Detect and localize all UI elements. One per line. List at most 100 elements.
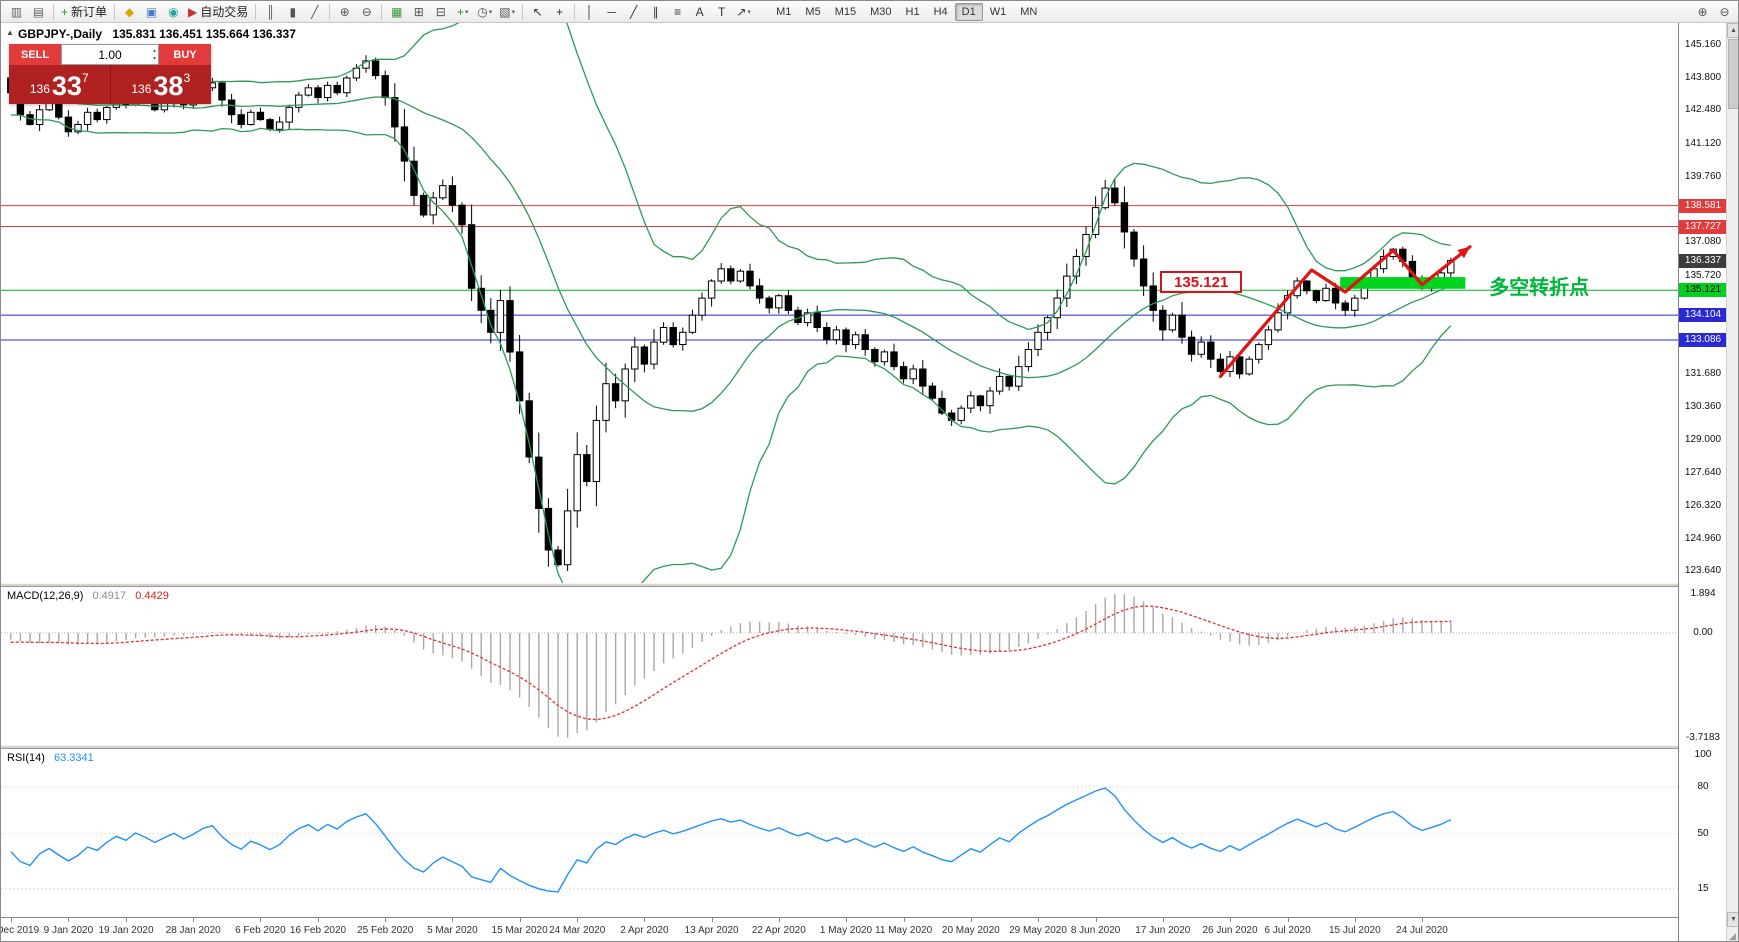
vertical-scrollbar[interactable]: ▲ ▼ ◢ — [1726, 23, 1738, 941]
date-label: 6 Jul 2020 — [1264, 925, 1311, 936]
crosshair-tool-icon: + — [556, 4, 564, 19]
date-tick — [1287, 918, 1289, 922]
timeframe-w1-button[interactable]: W1 — [989, 5, 1007, 18]
date-tick — [711, 918, 713, 922]
metaeditor-button[interactable]: ◆ — [119, 2, 140, 21]
new-chart-icon: ▥ — [10, 4, 23, 19]
turning-point-note[interactable]: 多空转折点 — [1489, 276, 1590, 299]
toolbar-separator — [522, 3, 524, 20]
profiles-button[interactable]: ▤ — [28, 2, 49, 21]
timeframe-bar: M1 M5 M15 M30 H1 H4 D1 W1 MN — [769, 2, 1044, 21]
volume-spinner[interactable]: ▴ ▾ — [153, 47, 156, 63]
cursor-tool-icon: ↖ — [532, 4, 543, 19]
date-label: 5 Mar 2020 — [427, 925, 478, 936]
buy-button[interactable]: BUY — [159, 44, 211, 65]
strategy-tester-icon: ◉ — [168, 4, 179, 19]
line-chart-mode-icon: ╱ — [311, 4, 319, 19]
price-axis[interactable]: 145.160 143.800 142.480 141.120 139.760 137.0… — [1678, 23, 1727, 941]
shapes-tool-button[interactable]: ↗ ▾ — [733, 2, 754, 21]
autotrading-button[interactable]: ▶ 自动交易 — [185, 2, 251, 21]
price-axis-label: 135.720 — [1684, 269, 1722, 281]
text-tool-button[interactable]: A — [689, 2, 710, 21]
date-label: 2 Apr 2020 — [620, 925, 669, 936]
macd-pane[interactable]: MACD(12,26,9) 0.4917 0.4429 — [1, 587, 1678, 745]
templates-button[interactable]: ▧ ▾ — [496, 2, 518, 21]
timeframe-m30-button[interactable]: M30 — [870, 5, 892, 18]
candlestick-mode-button[interactable]: ▮ — [282, 2, 303, 21]
date-tick — [903, 918, 905, 922]
fibonacci-tool-button[interactable]: ≡ — [667, 2, 688, 21]
chart-pane[interactable]: ▲ GBPJPY-,Daily 135.831 136.451 135.664 … — [1, 23, 1678, 583]
price-axis-label: 0.00 — [1693, 626, 1713, 638]
price-axis-label: 145.160 — [1684, 38, 1722, 50]
timeframe-m15-button[interactable]: M15 — [834, 5, 857, 18]
volume-input[interactable]: 1.00 ▴ ▾ — [61, 44, 159, 65]
price-callout-135121[interactable]: 135.121 — [1160, 271, 1243, 294]
price-axis-label: -3.7183 — [1686, 731, 1720, 743]
arrange-windows-button[interactable]: ⊟ — [430, 2, 451, 21]
price-axis-label: 80 — [1697, 780, 1709, 792]
timeframe-h4-button[interactable]: H4 — [933, 5, 948, 18]
timeframe-h1-button[interactable]: H1 — [905, 5, 920, 18]
rsi-value: 63.3341 — [53, 752, 94, 764]
price-axis-chip: 134.104 — [1679, 308, 1727, 323]
line-chart-mode-button[interactable]: ╱ — [304, 2, 325, 21]
rsi-pane[interactable]: RSI(14) 63.3341 — [1, 749, 1678, 917]
buy-price-display[interactable]: 136 38 3 — [110, 65, 211, 104]
date-label: 22 Apr 2020 — [751, 925, 806, 936]
date-tick — [68, 918, 70, 922]
data-window-button[interactable]: ▣ — [141, 2, 162, 21]
trendline-tool-button[interactable]: ╱ — [623, 2, 644, 21]
vertical-line-tool-button[interactable]: │ — [579, 2, 600, 21]
indicators-button[interactable]: + ▾ — [452, 2, 473, 21]
sell-button[interactable]: SELL — [9, 44, 61, 65]
horizontal-line-tool-button[interactable]: ─ — [601, 2, 622, 21]
price-axis-label: 143.800 — [1684, 72, 1722, 83]
channel-tool-button[interactable]: ∥ — [645, 2, 666, 21]
timeframe-m1-button[interactable]: M1 — [776, 5, 792, 18]
timeframe-d1-button[interactable]: D1 — [954, 2, 983, 21]
indicators-icon: + — [457, 4, 465, 19]
spinner-down-icon[interactable]: ▾ — [152, 56, 156, 62]
timeframe-m5-button[interactable]: M5 — [805, 5, 821, 18]
scroll-up-button[interactable]: ▲ — [1727, 23, 1738, 38]
new-chart-button[interactable]: ▥ — [6, 2, 27, 21]
toolbar-separator — [114, 3, 116, 20]
label-tool-button[interactable]: T — [711, 2, 732, 21]
timeframe-mn-button[interactable]: MN — [1020, 5, 1038, 18]
trade-panel-collapse-icon[interactable]: ▲ — [6, 28, 14, 37]
periods-button[interactable]: ◷ ▾ — [474, 2, 495, 21]
price-axis-chip: 137.727 — [1679, 219, 1727, 234]
scroll-down-button[interactable]: ▼ — [1727, 912, 1738, 927]
new-order-button[interactable]: + 新订单 — [58, 2, 110, 21]
date-label: 20 May 2020 — [941, 925, 1000, 936]
strategy-tester-button[interactable]: ◉ — [163, 2, 184, 21]
pane-splitter-1[interactable] — [1, 583, 1726, 587]
caret-icon: ▾ — [465, 8, 469, 16]
price-axis-chip: 135.121 — [1679, 283, 1727, 298]
magnifier-minus-button[interactable]: ⊖ — [1714, 2, 1735, 21]
magnifier-plus-button[interactable]: ⊕ — [1692, 2, 1713, 21]
bar-chart-mode-button[interactable]: ║ — [260, 2, 281, 21]
date-tick — [970, 918, 972, 922]
zoom-out-button[interactable]: ⊖ — [356, 2, 377, 21]
scrollbar-thumb[interactable] — [1728, 39, 1738, 109]
trendline-tool-icon: ╱ — [630, 4, 638, 19]
pane-splitter-2[interactable] — [1, 745, 1726, 749]
crosshair-tool-button[interactable]: + — [549, 2, 570, 21]
price-axis-label: 123.640 — [1684, 565, 1722, 576]
cursor-tool-button[interactable]: ↖ — [527, 2, 548, 21]
sell-price-display[interactable]: 136 33 7 — [9, 65, 110, 104]
price-axis-label: 129.000 — [1684, 433, 1722, 445]
volume-value: 1.00 — [98, 47, 122, 62]
label-tool-icon: T — [717, 4, 726, 19]
toolbar-separator — [255, 3, 257, 20]
spinner-up-icon[interactable]: ▴ — [152, 48, 156, 54]
date-tick — [846, 918, 847, 922]
zoom-in-button[interactable]: ⊕ — [334, 2, 355, 21]
chart-symbol-period: GBPJPY-,Daily — [18, 27, 103, 41]
cascade-windows-button[interactable]: ⊞ — [408, 2, 429, 21]
resize-grip-icon[interactable]: ◢ — [1729, 931, 1736, 941]
tile-windows-button[interactable]: ▦ — [386, 2, 407, 21]
